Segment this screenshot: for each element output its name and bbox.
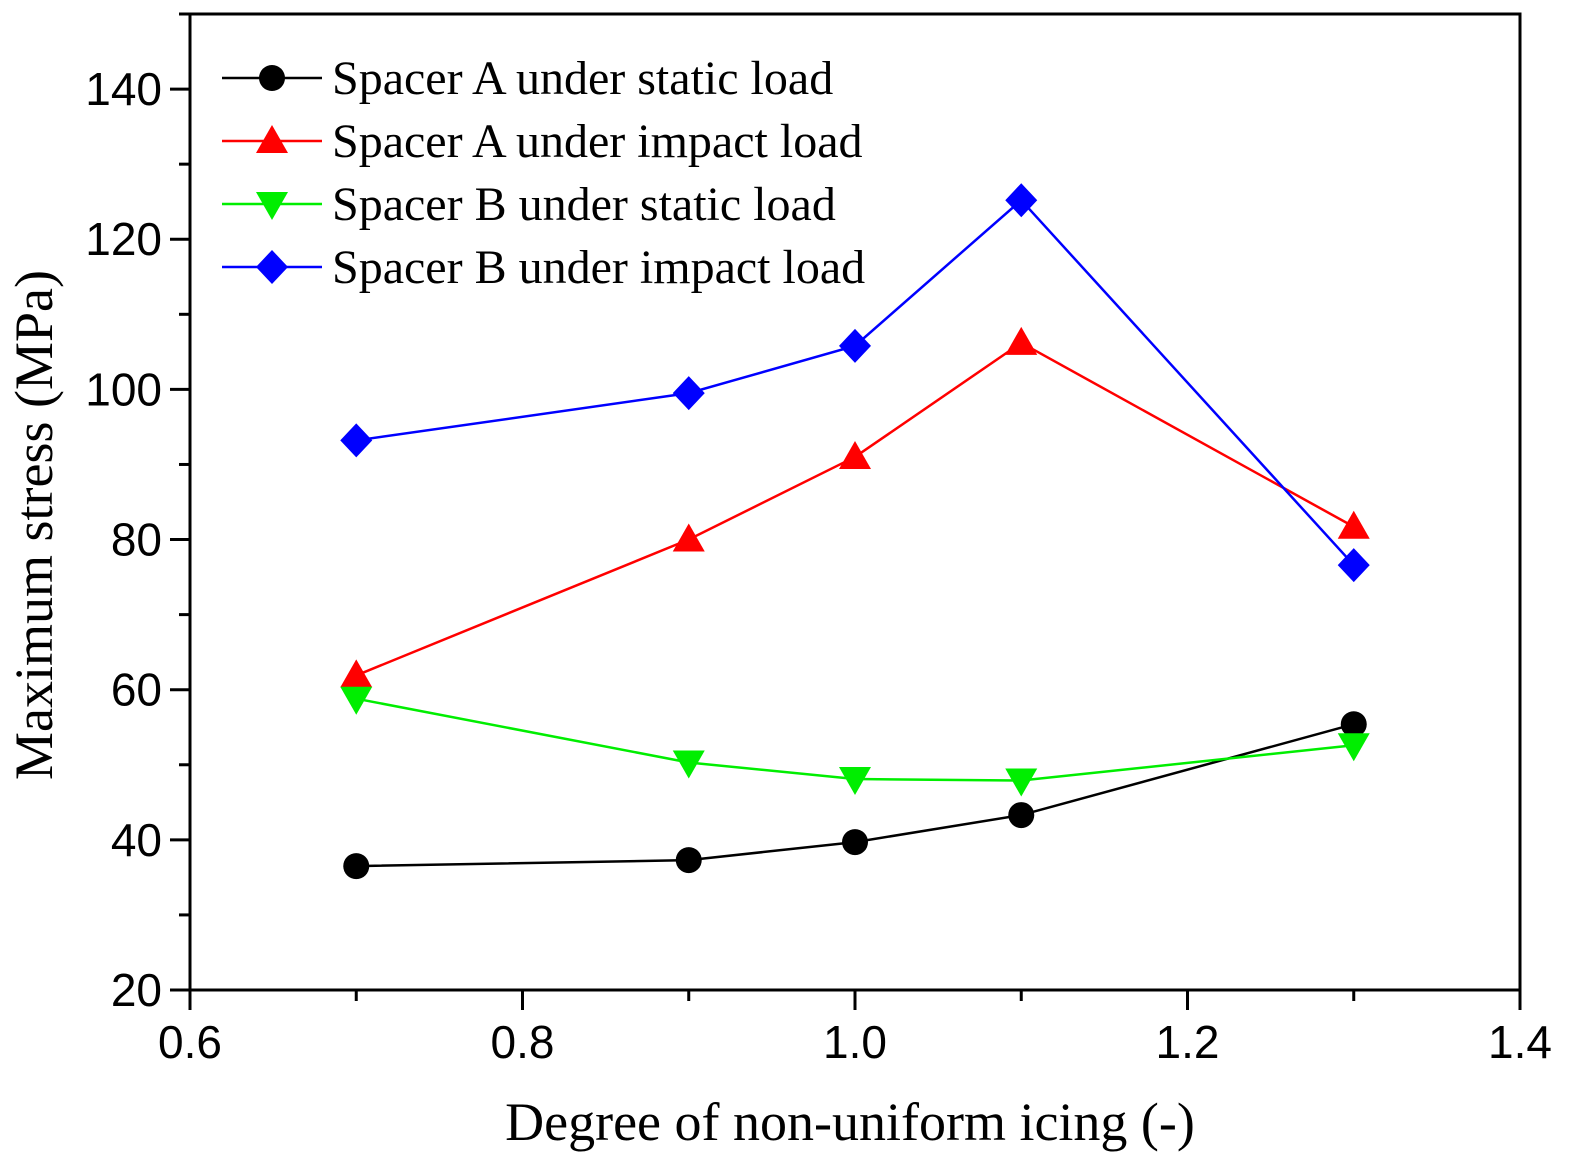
data-point <box>1005 183 1038 218</box>
data-point <box>839 767 871 796</box>
data-point <box>1337 510 1370 539</box>
legend-item: Spacer B under static load <box>222 178 836 231</box>
data-point <box>1005 326 1038 355</box>
data-point <box>340 686 373 715</box>
data-point <box>1337 733 1370 762</box>
data-point <box>1340 711 1367 738</box>
legend-marker <box>256 192 288 220</box>
y-tick-label: 20 <box>111 964 162 1016</box>
series-3 <box>340 686 1370 797</box>
data-point <box>1337 548 1370 583</box>
legend-marker <box>259 65 285 91</box>
series-2 <box>340 326 1370 688</box>
data-point <box>672 376 705 411</box>
x-axis: 0.6 0.8 1.0 1.2 1.4 <box>158 990 1552 1068</box>
legend-label: Spacer B under static load <box>332 178 836 231</box>
y-axis: 20 40 60 80 100 120 140 <box>85 12 190 1016</box>
x-tick-label: 0.8 <box>491 1016 555 1068</box>
plot-area <box>340 183 1370 880</box>
data-point <box>675 847 702 874</box>
legend-item: Spacer A under static load <box>222 52 833 105</box>
data-point <box>343 853 370 880</box>
data-point <box>1005 768 1038 797</box>
data-point <box>672 523 705 552</box>
data-point <box>839 440 871 469</box>
legend-item: Spacer A under impact load <box>222 115 863 168</box>
legend-label: Spacer B under impact load <box>332 241 865 294</box>
data-point <box>1008 802 1035 829</box>
data-point <box>842 829 868 856</box>
x-tick-label: 1.2 <box>1156 1016 1220 1068</box>
y-tick-label: 120 <box>85 213 162 265</box>
data-point <box>839 328 871 363</box>
legend-item: Spacer B under impact load <box>222 241 865 294</box>
y-tick-label: 100 <box>85 363 162 415</box>
series-1 <box>343 711 1367 880</box>
legend-label: Spacer A under impact load <box>332 115 863 168</box>
x-tick-label: 1.0 <box>823 1016 887 1068</box>
series-line <box>355 341 1355 677</box>
data-point <box>340 423 373 458</box>
legend-label: Spacer A under static load <box>332 52 833 105</box>
legend-marker <box>256 250 288 284</box>
y-tick-label: 140 <box>85 63 162 115</box>
legend: Spacer A under static load Spacer A under… <box>222 52 865 294</box>
y-tick-label: 40 <box>111 814 162 866</box>
legend-marker <box>256 125 288 153</box>
y-tick-label: 60 <box>111 664 162 716</box>
data-point <box>672 750 705 779</box>
x-tick-label: 0.6 <box>158 1016 222 1068</box>
series-4 <box>340 183 1370 583</box>
x-axis-title: Degree of non-uniform icing (-) <box>505 1092 1195 1152</box>
y-tick-label: 80 <box>111 514 162 566</box>
data-point <box>340 659 373 688</box>
x-tick-label: 1.4 <box>1488 1016 1552 1068</box>
y-axis-title: Maximum stress (MPa) <box>4 270 64 780</box>
